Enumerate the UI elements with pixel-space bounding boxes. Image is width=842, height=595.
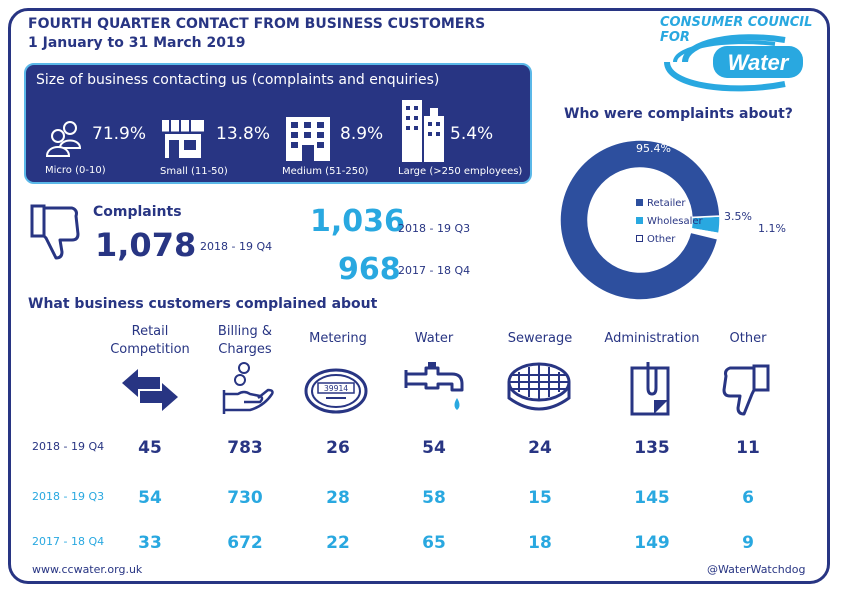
category-label: Administration — [602, 330, 702, 348]
row-period-label: 2018 - 19 Q3 — [32, 490, 105, 503]
building-icon — [286, 117, 330, 161]
legend-swatch-retailer — [636, 199, 643, 206]
complaint-count-cell: 9 — [742, 533, 754, 553]
micro-label: Micro (0-10) — [45, 165, 106, 176]
complaint-count-cell: 54 — [422, 438, 446, 458]
page-subtitle: 1 January to 31 March 2019 — [28, 35, 246, 51]
medium-percent: 8.9% — [340, 124, 384, 144]
complaint-count-cell: 26 — [326, 438, 350, 458]
complaint-count-cell: 45 — [138, 438, 162, 458]
slice-label-other: 1.1% — [758, 222, 786, 235]
complaint-count-cell: 33 — [138, 533, 162, 553]
category-label-line1: Other — [729, 331, 767, 346]
complaint-count-cell: 730 — [227, 488, 263, 508]
business-size-title: Size of business contacting us (complain… — [36, 72, 440, 88]
complaints-prev-value: 968 — [338, 252, 401, 287]
category-label: Water — [384, 330, 484, 348]
complaints-prev-period: 2017 - 18 Q4 — [398, 264, 471, 277]
category-label-line2: Competition — [110, 342, 190, 357]
donut-slice-retailer — [560, 139, 721, 301]
complaint-count-cell: 145 — [634, 488, 670, 508]
complaint-count-cell: 11 — [736, 438, 760, 458]
medium-label: Medium (51-250) — [282, 166, 369, 177]
complaints-q3-value: 1,036 — [310, 204, 405, 239]
small-percent: 13.8% — [216, 124, 271, 144]
complaint-count-cell: 28 — [326, 488, 350, 508]
clipboard-icon — [630, 362, 670, 416]
category-label: Billing & Charges — [195, 323, 295, 359]
category-label-line1: Billing & — [217, 324, 273, 339]
complaints-current-period: 2018 - 19 Q4 — [200, 240, 273, 253]
category-label-line1: Metering — [309, 331, 367, 346]
legend-label-other: Other — [647, 234, 676, 245]
complaint-count-cell: 149 — [634, 533, 670, 553]
category-label: Sewerage — [490, 330, 590, 348]
complaint-count-cell: 18 — [528, 533, 552, 553]
category-label-line1: Administration — [604, 331, 700, 346]
legend-retailer: Retailer — [636, 198, 686, 209]
thumbs-down-icon — [30, 204, 80, 260]
category-label-line1: Sewerage — [507, 331, 573, 346]
twitter-handle[interactable]: @WaterWatchdog — [707, 563, 806, 576]
legend-swatch-wholesaler — [636, 217, 643, 224]
row-period-label: 2018 - 19 Q4 — [32, 440, 105, 453]
legend-wholesaler: Wholesaler — [636, 216, 703, 227]
page-title: FOURTH QUARTER CONTACT FROM BUSINESS CUS… — [28, 16, 486, 32]
slice-label-retailer: 95.4% — [636, 142, 671, 155]
complaints-q3-period: 2018 - 19 Q3 — [398, 222, 471, 235]
complaint-count-cell: 54 — [138, 488, 162, 508]
shop-icon — [162, 120, 204, 158]
category-label-line1: Retail — [131, 324, 169, 339]
who-title: Who were complaints about? — [564, 106, 793, 122]
hand-coins-icon — [222, 362, 274, 414]
people-icon — [45, 121, 82, 157]
complaint-count-cell: 22 — [326, 533, 350, 553]
tap-icon — [404, 362, 464, 410]
category-label: Other — [698, 330, 798, 348]
legend-other: Other — [636, 234, 675, 245]
drain-cover-icon — [507, 362, 571, 411]
large-label: Large (>250 employees) — [398, 166, 523, 177]
legend-label-wholesaler: Wholesaler — [647, 216, 703, 227]
complaints-label: Complaints — [93, 204, 182, 220]
slice-label-wholesaler: 3.5% — [724, 210, 752, 223]
complaint-count-cell: 783 — [227, 438, 263, 458]
complaint-count-cell: 58 — [422, 488, 446, 508]
category-label-line2: Charges — [218, 342, 272, 357]
micro-percent: 71.9% — [92, 124, 147, 144]
infographic-frame — [8, 8, 830, 584]
row-period-label: 2017 - 18 Q4 — [32, 535, 105, 548]
thumbs-down-other-icon — [722, 364, 770, 416]
complaint-count-cell: 15 — [528, 488, 552, 508]
website-link[interactable]: www.ccwater.org.uk — [32, 563, 143, 576]
complaint-count-cell: 135 — [634, 438, 670, 458]
logo-text: CONSUMER COUNCIL FOR — [660, 15, 813, 45]
complaint-count-cell: 65 — [422, 533, 446, 553]
small-label: Small (11-50) — [160, 166, 228, 177]
legend-label-retailer: Retailer — [647, 198, 686, 209]
donut-chart — [560, 139, 721, 301]
business-size-panel — [24, 63, 532, 184]
legend-swatch-other — [636, 235, 643, 242]
complaints-current-value: 1,078 — [95, 226, 197, 264]
ccwater-logo: Water — [664, 34, 803, 92]
arrows-exchange-icon — [122, 369, 178, 411]
large-percent: 5.4% — [450, 124, 494, 144]
meter-reading: 39914 — [324, 384, 348, 393]
what-title: What business customers complained about — [28, 296, 378, 312]
logo-word: Water — [728, 50, 790, 75]
complaint-count-cell: 6 — [742, 488, 754, 508]
complaint-count-cell: 24 — [528, 438, 552, 458]
skyscraper-icon — [402, 100, 444, 162]
complaint-count-cell: 672 — [227, 533, 263, 553]
meter-icon: 39914 — [304, 368, 368, 414]
category-label: Retail Competition — [100, 323, 200, 359]
category-label: Metering — [288, 330, 388, 348]
category-label-line1: Water — [414, 331, 454, 346]
